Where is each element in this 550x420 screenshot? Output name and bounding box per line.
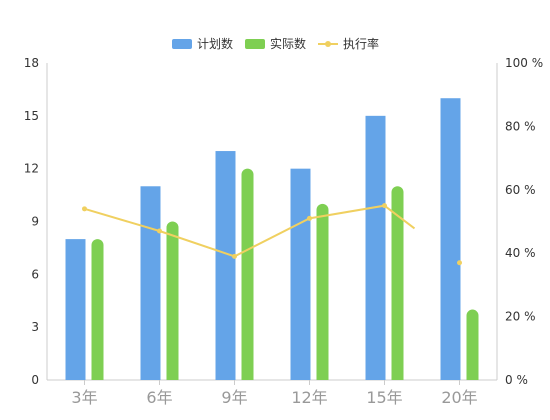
bar-actual [391,186,404,380]
y-left-tick-label: 3 [31,320,39,334]
bar-actual [466,309,479,380]
legend: 计划数 实际数 执行率 [172,36,379,51]
legend-swatch-planned [172,39,192,49]
rate-point [232,253,237,259]
bar-planned [215,151,236,380]
y-right-tick-label: 80 % [505,119,536,133]
legend-swatch-rate-dot [325,41,331,47]
x-tick-label: 12年 [291,388,327,407]
x-tick-label: 20年 [441,388,477,407]
rate-point [382,203,387,209]
rate-point [307,215,312,221]
y-left-tick-label: 18 [24,56,39,70]
x-tick-label: 6年 [146,388,172,407]
rate-point [82,206,87,212]
x-tick-label: 15年 [366,388,402,407]
y-left-tick-label: 6 [31,267,39,281]
legend-swatch-actual [245,39,265,49]
y-left-tick-label: 15 [24,109,39,123]
bar-actual [91,239,104,380]
axes: 0 3 6 9 12 15 18 0 % 20 % 40 % 60 % 80 % 100 % 3年 6年 9年… [24,56,543,407]
bar-planned [290,168,311,380]
rate-point [157,228,162,234]
rate-line [82,203,462,266]
y-right-tick-label: 100 % [505,56,543,70]
y-left-tick-label: 12 [24,162,39,176]
x-tick-label: 9年 [221,388,247,407]
bar-planned [365,115,386,380]
bar-planned [440,98,461,380]
y-right-tick-label: 40 % [505,246,536,260]
y-left-tick-label: 0 [31,373,39,387]
bar-actual [316,203,329,380]
bar-planned [140,186,161,380]
y-right-tick-label: 60 % [505,183,536,197]
bar-actual [166,221,179,380]
y-left-tick-label: 9 [31,215,39,229]
rate-line-path [84,204,416,258]
y-right-tick-label: 20 % [505,310,536,324]
bar-planned [65,239,86,380]
bars [65,98,479,380]
legend-label: 计划数 [197,36,233,51]
legend-label: 实际数 [270,36,306,51]
y-right-tick-label: 0 % [505,373,528,387]
x-tick-label: 3年 [71,388,97,407]
legend-label: 执行率 [343,36,379,51]
rate-point [457,260,462,266]
bar-actual [241,168,254,380]
